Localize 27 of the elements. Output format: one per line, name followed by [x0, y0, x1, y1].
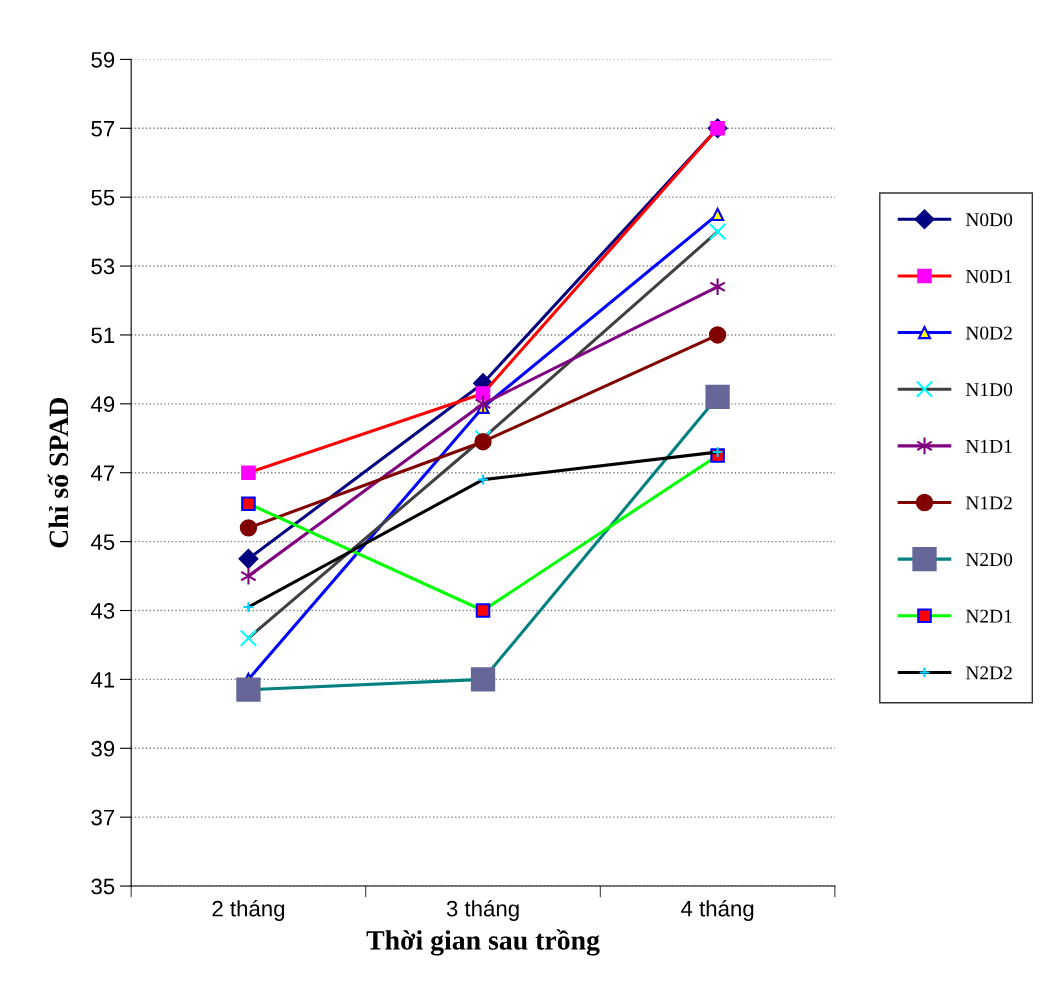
y-tick-label: 43 [90, 603, 115, 619]
x-axis-title: Thời gian sau trồng [366, 929, 600, 956]
x-tick-label: 4 tháng [681, 899, 754, 921]
legend-label: N0D1 [965, 269, 1012, 283]
y-tick-label: 51 [91, 327, 115, 344]
y-tick-label: 39 [91, 740, 115, 757]
legend-label: N0D2 [965, 326, 1012, 340]
y-tick-label: 35 [91, 878, 115, 895]
legend-label: N2D1 [965, 609, 1012, 623]
legend-label: N1D0 [965, 383, 1013, 397]
legend-label: N2D0 [965, 553, 1013, 567]
y-tick-label: 37 [91, 809, 115, 826]
legend-label: N1D2 [965, 496, 1012, 510]
legend-label: N2D2 [965, 666, 1012, 680]
legend-label: N0D0 [965, 213, 1013, 227]
y-tick-label: 59 [91, 51, 115, 68]
x-tick-label: 2 tháng [212, 899, 285, 921]
y-tick-label: 49 [90, 396, 115, 413]
y-tick-label: 57 [91, 121, 115, 137]
y-tick-label: 53 [91, 258, 115, 275]
legend-label: N1D1 [965, 439, 1012, 453]
y-tick-label: 55 [91, 189, 115, 206]
y-tick-label: 41 [90, 672, 115, 688]
x-tick-label: 3 tháng [446, 899, 519, 921]
y-tick-label: 45 [90, 534, 115, 550]
y-axis-title: Chỉ số SPAD [47, 397, 69, 548]
y-tick-label: 47 [90, 465, 115, 481]
